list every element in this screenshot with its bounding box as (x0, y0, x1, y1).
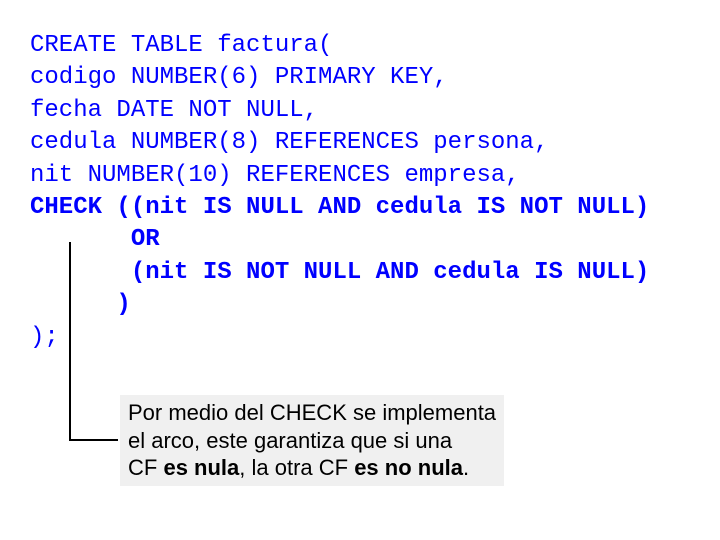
code-line-7: OR (30, 224, 649, 256)
code-line-9: ) (30, 289, 649, 321)
callout-line-1: Por medio del CHECK se implementa (128, 399, 496, 427)
code-line-5: nit NUMBER(10) REFERENCES empresa, (30, 160, 649, 192)
code-line-2: codigo NUMBER(6) PRIMARY KEY, (30, 62, 649, 94)
callout-frag-3e: . (463, 455, 469, 480)
code-line-3: fecha DATE NOT NULL, (30, 95, 649, 127)
callout-frag-3a: CF (128, 455, 163, 480)
sql-code-block: CREATE TABLE factura( codigo NUMBER(6) P… (30, 30, 649, 354)
code-line-8: (nit IS NOT NULL AND cedula IS NULL) (30, 257, 649, 289)
code-line-4: cedula NUMBER(8) REFERENCES persona, (30, 127, 649, 159)
callout-frag-3d: es no nula (354, 455, 463, 480)
callout-frag-3c: , la otra CF (239, 455, 354, 480)
explanation-callout: Por medio del CHECK se implementa el arc… (120, 395, 504, 486)
callout-frag-3b: es nula (163, 455, 239, 480)
code-line-10: ); (30, 322, 649, 354)
callout-line-2: el arco, este garantiza que si una (128, 427, 496, 455)
code-line-1: CREATE TABLE factura( (30, 30, 649, 62)
callout-line-3: CF es nula, la otra CF es no nula. (128, 454, 496, 482)
code-line-6: CHECK ((nit IS NULL AND cedula IS NOT NU… (30, 192, 649, 224)
